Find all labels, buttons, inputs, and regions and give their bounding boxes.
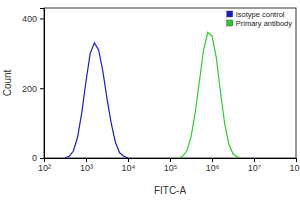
x-tick: 10⁸	[290, 158, 300, 173]
y-tick-mark	[40, 88, 44, 89]
y-tick-label: 0	[32, 153, 37, 163]
x-tick-mark	[170, 158, 171, 162]
x-tick-label: 10⁵	[164, 163, 178, 173]
y-tick-label: 200	[22, 84, 37, 94]
x-tick: 10⁵	[164, 158, 178, 173]
x-tick-label: 10²	[38, 163, 51, 173]
x-tick: 10³	[80, 158, 93, 173]
x-axis-title: FITC-A	[154, 185, 187, 196]
series-line	[65, 43, 128, 158]
series-group	[65, 32, 241, 158]
chart: 10² 10³ 10⁴ 10⁵ 10⁶ 10⁷ 10⁸ 0 200 400 FITC-A Count I…	[0, 0, 300, 200]
x-tick: 10⁷	[248, 158, 261, 173]
x-tick: 10⁶	[206, 158, 220, 173]
y-axis: 0 200 400	[22, 9, 45, 164]
x-tick-mark	[212, 158, 213, 162]
x-tick-label: 10⁸	[290, 163, 300, 173]
x-tick: 10⁴	[122, 158, 136, 173]
y-axis-title: Count	[2, 69, 13, 96]
legend-swatch	[227, 11, 233, 17]
y-tick: 0	[32, 153, 44, 163]
x-tick-label: 10³	[80, 163, 93, 173]
x-tick-mark	[254, 158, 255, 162]
legend-item: Isotype control	[227, 10, 285, 19]
legend-label: Primary antibody	[236, 19, 293, 28]
plot-frame	[44, 8, 296, 158]
y-axis-line	[40, 9, 45, 159]
y-tick: 200	[22, 84, 44, 94]
legend: Isotype controlPrimary antibody	[227, 10, 293, 28]
x-tick-label: 10⁷	[248, 163, 261, 173]
x-tick: 10²	[38, 158, 51, 173]
x-tick-mark	[128, 158, 129, 162]
y-tick-mark	[40, 158, 44, 159]
legend-label: Isotype control	[236, 10, 285, 19]
x-tick-label: 10⁴	[122, 163, 136, 173]
x-tick-mark	[86, 158, 87, 162]
x-axis-line	[45, 159, 297, 163]
legend-item: Primary antibody	[227, 19, 293, 28]
legend-swatch	[227, 20, 233, 26]
x-tick-mark	[296, 158, 297, 162]
y-tick-label: 400	[22, 14, 37, 24]
y-tick: 400	[22, 14, 44, 24]
series-line	[178, 32, 241, 158]
y-tick-mark	[40, 18, 44, 19]
plot: 10² 10³ 10⁴ 10⁵ 10⁶ 10⁷ 10⁸ 0 200 400	[22, 8, 300, 173]
x-axis: 10² 10³ 10⁴ 10⁵ 10⁶ 10⁷ 10⁸	[38, 158, 300, 173]
x-tick-label: 10⁶	[206, 163, 220, 173]
